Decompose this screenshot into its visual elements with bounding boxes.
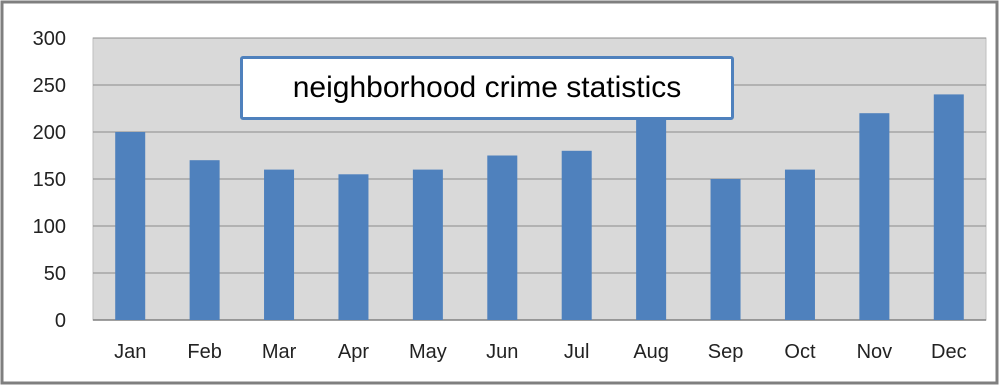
bar-nov	[859, 113, 890, 320]
bar-may	[412, 169, 443, 320]
bar-aug	[636, 113, 667, 320]
x-tick-label-jan: Jan	[114, 341, 146, 363]
bar-jan	[115, 132, 146, 320]
bar-mar	[264, 169, 295, 320]
bar-feb	[189, 160, 220, 320]
x-tick-label-dec: Dec	[931, 341, 967, 363]
y-tick-label: 150	[33, 169, 66, 191]
y-tick-label: 250	[33, 75, 66, 97]
x-tick-label-jun: Jun	[486, 341, 518, 363]
x-tick-label-apr: Apr	[338, 341, 369, 363]
x-tick-label-sep: Sep	[708, 341, 744, 363]
bar-apr	[338, 174, 369, 320]
y-axis-ticks: 0 50 100 150 200 250 300	[33, 28, 66, 332]
x-tick-label-nov: Nov	[857, 341, 893, 363]
y-tick-label: 300	[33, 28, 66, 50]
chart-title: neighborhood crime statistics	[240, 56, 734, 120]
x-axis-ticks: Jan Feb Mar Apr May Jun Jul Aug Sep Oct Nov Dec	[114, 341, 966, 363]
bar-jul	[561, 150, 592, 320]
bar-jun	[487, 155, 518, 320]
x-tick-label-feb: Feb	[187, 341, 221, 363]
y-tick-label: 200	[33, 122, 66, 144]
x-tick-label-mar: Mar	[262, 341, 297, 363]
y-tick-label: 0	[55, 310, 66, 332]
x-tick-label-jul: Jul	[564, 341, 590, 363]
x-tick-label-aug: Aug	[633, 341, 669, 363]
y-tick-label: 50	[44, 263, 66, 285]
bar-oct	[784, 169, 815, 320]
x-tick-label-may: May	[409, 341, 447, 363]
bars	[115, 94, 964, 321]
bar-dec	[933, 94, 964, 321]
y-tick-label: 100	[33, 216, 66, 238]
x-tick-label-oct: Oct	[784, 341, 816, 363]
bar-sep	[710, 179, 741, 320]
